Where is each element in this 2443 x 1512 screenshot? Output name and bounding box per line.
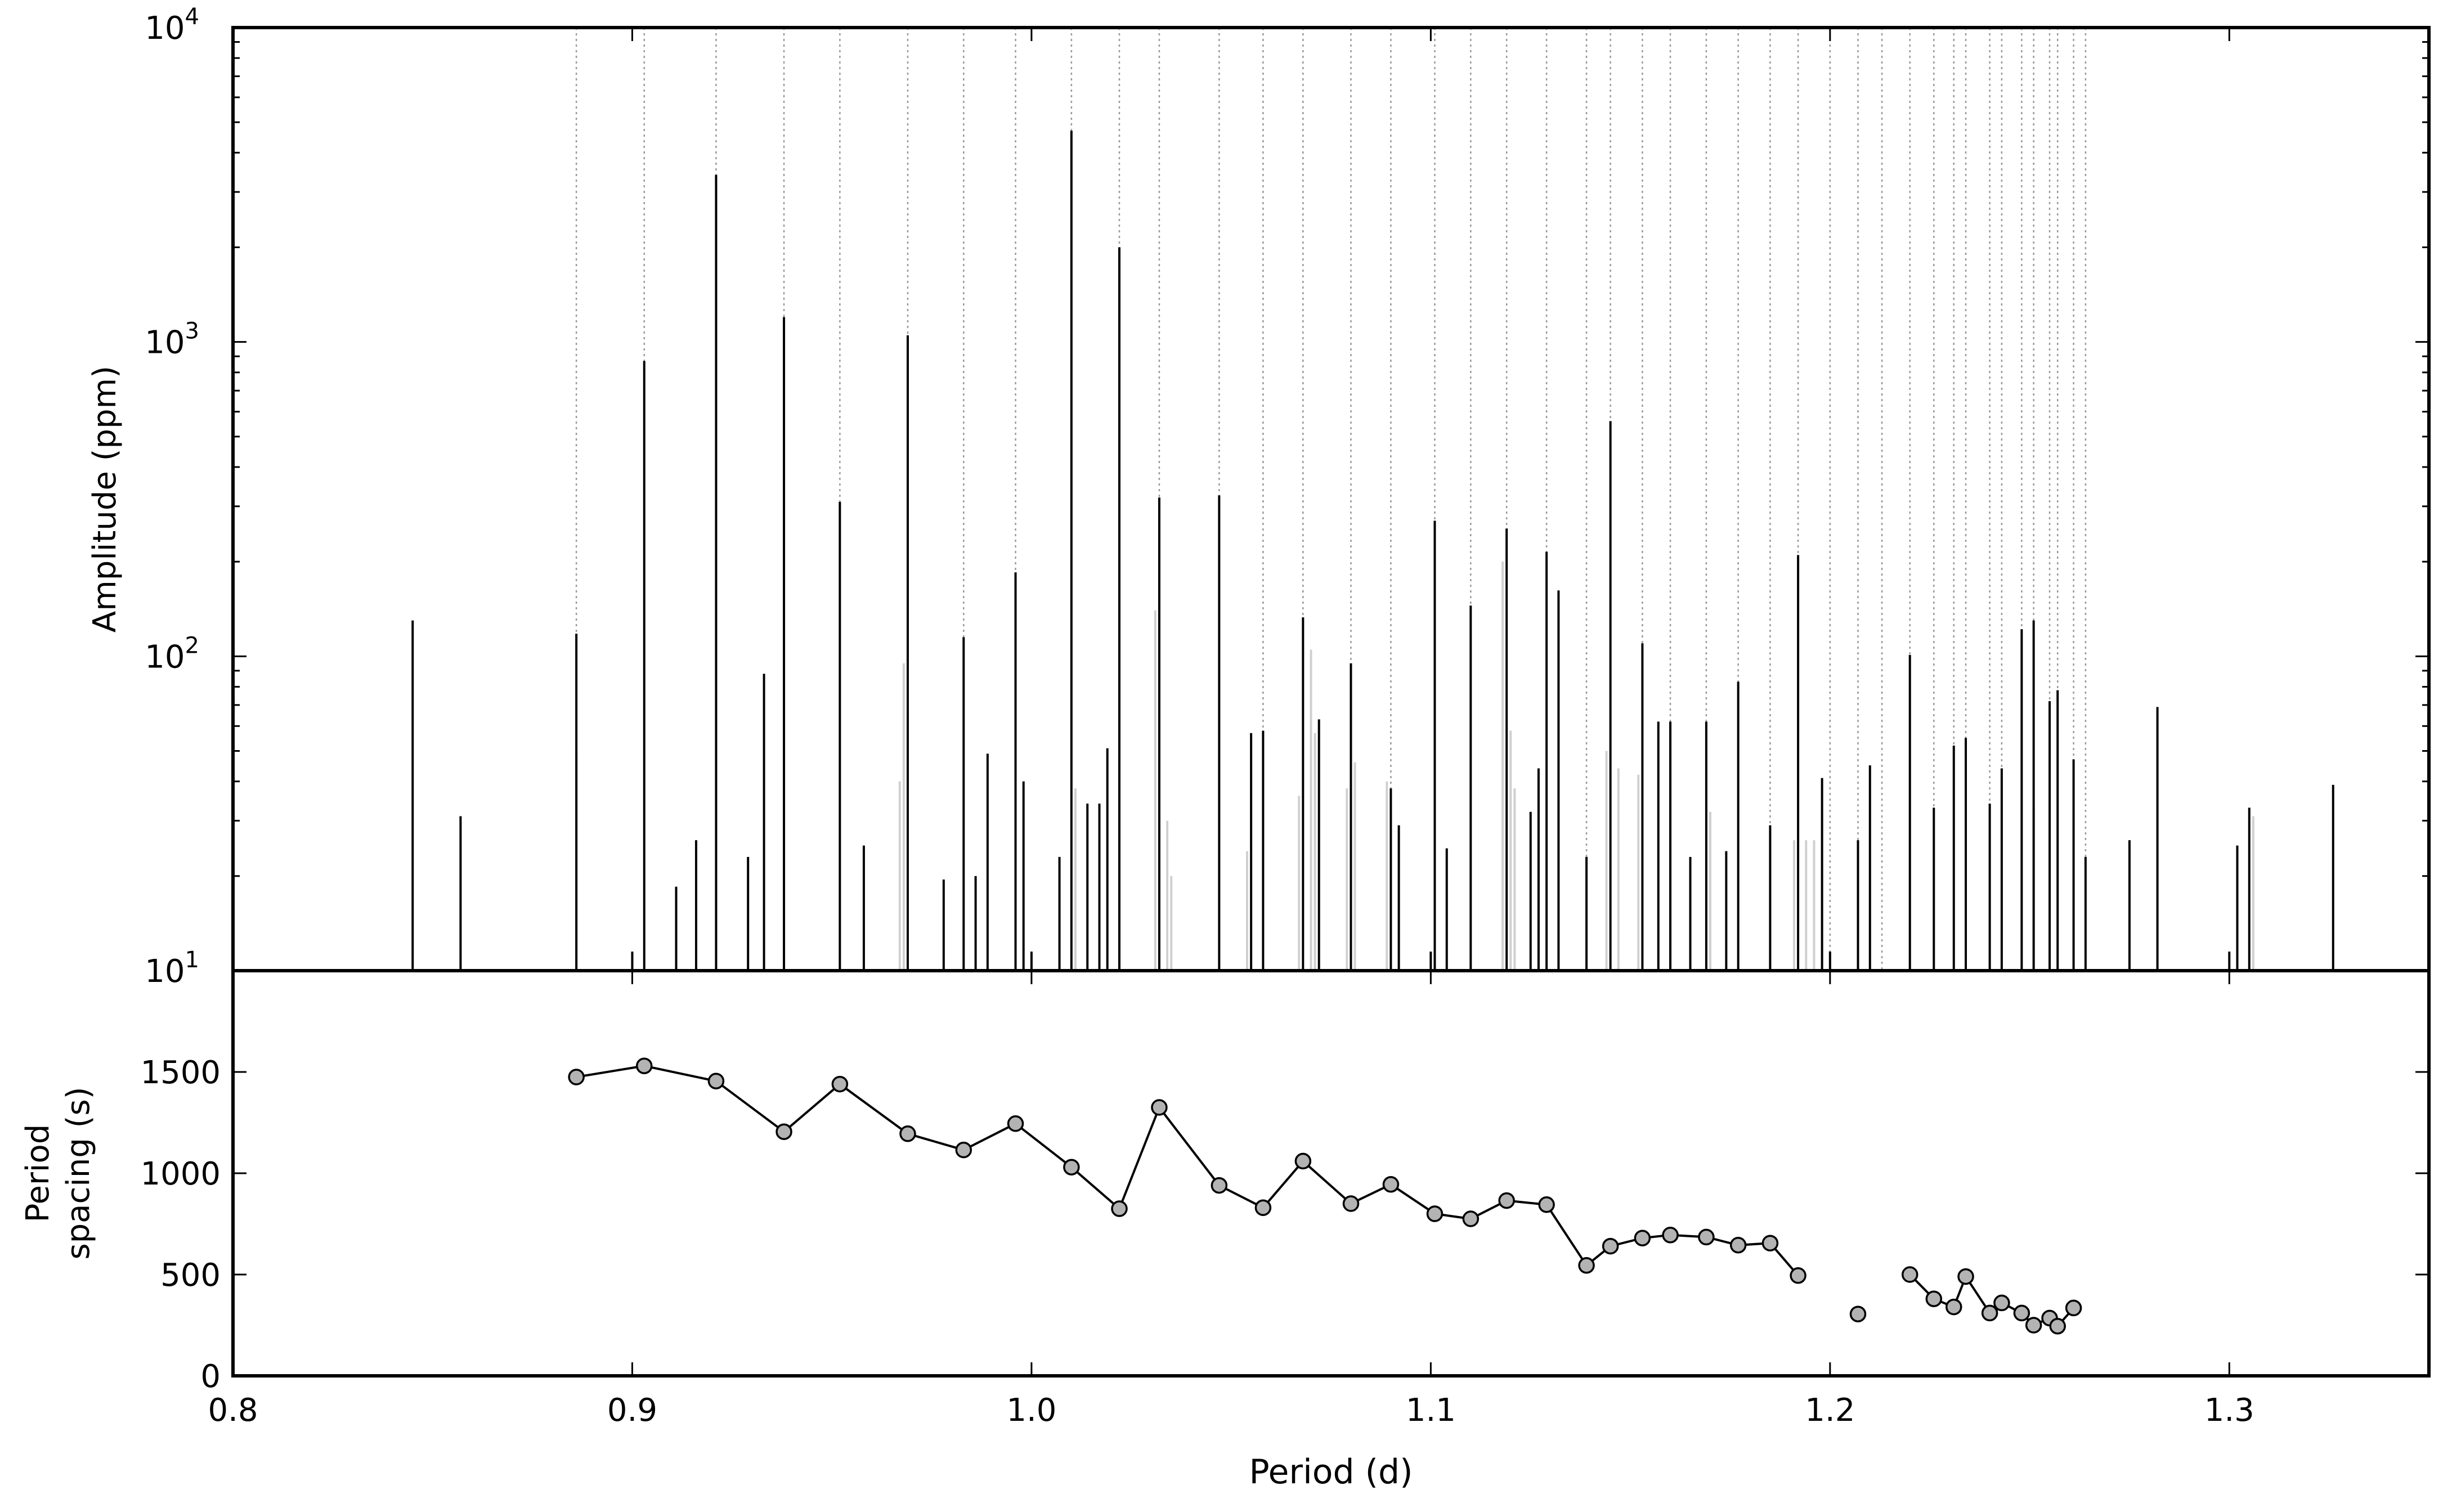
x-tick-label: 1.2 bbox=[1805, 1392, 1855, 1429]
x-tick-label: 1.0 bbox=[1006, 1392, 1056, 1429]
spacing-point bbox=[1957, 1268, 1974, 1285]
y-tick-label: 1500 bbox=[140, 1055, 221, 1091]
spacing-point bbox=[2025, 1317, 2042, 1334]
spacing-point bbox=[1426, 1205, 1444, 1222]
spacing-point bbox=[1849, 1305, 1867, 1322]
spacing-point bbox=[1901, 1266, 1918, 1283]
spacing-point bbox=[2013, 1304, 2030, 1322]
y-tick-label: 104 bbox=[145, 4, 199, 47]
spacing-point bbox=[831, 1075, 849, 1093]
spacing-point bbox=[1981, 1304, 1998, 1322]
spacing-point bbox=[1294, 1152, 1312, 1170]
spacing-point bbox=[1698, 1228, 1715, 1246]
y-tick-label: 1000 bbox=[140, 1156, 221, 1192]
spacing-point bbox=[1925, 1290, 1943, 1307]
spacing-point bbox=[1634, 1230, 1651, 1246]
y-tick-label: 500 bbox=[160, 1257, 221, 1294]
spacing-point bbox=[1945, 1298, 1962, 1316]
spacing-point bbox=[1790, 1267, 1807, 1284]
spacing-point bbox=[1342, 1195, 1360, 1212]
spacing-point bbox=[1761, 1235, 1779, 1251]
spacing-point bbox=[1729, 1237, 1747, 1254]
spacing-point bbox=[1602, 1237, 1619, 1255]
spacing-point bbox=[1211, 1177, 1228, 1194]
x-tick-label: 1.3 bbox=[2204, 1392, 2254, 1429]
y-tick-label: 103 bbox=[145, 318, 199, 361]
x-axis-label: Period (d) bbox=[1249, 1452, 1413, 1492]
spacing-point bbox=[635, 1057, 653, 1074]
y-axis-label: Period spacing (s) bbox=[20, 1087, 97, 1259]
spacing-point bbox=[1111, 1200, 1128, 1217]
spacing-line bbox=[576, 1065, 1799, 1277]
x-tick-label: 0.8 bbox=[208, 1392, 258, 1429]
period-spacing-panel-frame bbox=[231, 969, 2431, 1378]
spacing-point bbox=[1007, 1115, 1024, 1132]
period-spacing-panel: 0 500 1000 1500 0.8 0.9 1.0 1.1 1.2 1.3 Period spac… bbox=[20, 969, 2431, 1492]
spacing-point bbox=[1254, 1199, 1272, 1216]
spacing-point bbox=[1151, 1099, 1168, 1116]
spacing-point bbox=[1498, 1192, 1515, 1209]
spacing-point bbox=[1462, 1210, 1480, 1227]
x-tick-label: 1.1 bbox=[1406, 1392, 1456, 1429]
spacing-point bbox=[899, 1125, 916, 1142]
spacing-point bbox=[568, 1069, 585, 1085]
spacing-point bbox=[1382, 1176, 1400, 1193]
spacing-point bbox=[707, 1073, 725, 1089]
spacing-point bbox=[955, 1141, 972, 1159]
spacing-point bbox=[1662, 1227, 1679, 1244]
y-axis-label: Amplitude (ppm) bbox=[87, 366, 123, 632]
x-tick-label: 0.9 bbox=[607, 1392, 657, 1429]
y-tick-label: 102 bbox=[145, 632, 199, 675]
spacing-point bbox=[1538, 1196, 1555, 1213]
amplitude-panel-frame bbox=[231, 26, 2431, 972]
spacing-point bbox=[1578, 1257, 1595, 1274]
spacing-point bbox=[776, 1123, 792, 1140]
spacing-point bbox=[2049, 1318, 2066, 1335]
spacing-point bbox=[2065, 1299, 2082, 1317]
spacing-point bbox=[1063, 1159, 1080, 1175]
y-tick-label: 0 bbox=[200, 1358, 221, 1395]
spacing-point bbox=[1993, 1294, 2010, 1312]
amplitude-panel: 101 102 103 104 Amplitude (ppm) bbox=[87, 4, 2431, 990]
y-tick-label: 101 bbox=[145, 947, 199, 990]
